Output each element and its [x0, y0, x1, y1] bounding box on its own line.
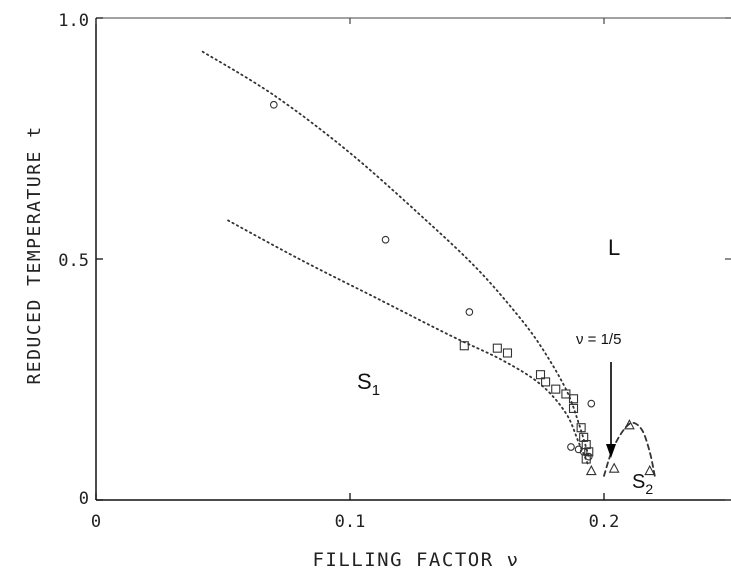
circle-point-2: [465, 308, 474, 316]
y-tick-label-2: 1.0: [58, 11, 89, 31]
point-layer: [269, 100, 656, 476]
s2-subscript: 2: [645, 481, 653, 497]
s1-subscript: 1: [372, 382, 380, 399]
square-point-6: [561, 389, 571, 399]
x-tick-label-0: 0: [91, 512, 101, 532]
triangle-point-1: [608, 462, 620, 473]
triangle-point-2: [623, 419, 635, 430]
square-point-10: [579, 432, 589, 442]
circle-point-4: [567, 443, 575, 451]
axis-ticks: [95, 17, 731, 501]
square-point-0: [459, 341, 469, 351]
square-point-4: [541, 377, 551, 387]
square-point-12: [584, 447, 594, 457]
circle-point-7: [584, 452, 593, 461]
phase-boundary-curve-0: [201, 50, 590, 458]
y-axis-label: REDUCED TEMPERATURE t: [24, 125, 45, 384]
square-point-13: [581, 454, 591, 464]
square-point-2: [502, 348, 513, 358]
square-point-9: [576, 423, 586, 433]
nu-one-fifth-label: ν = 1/5: [576, 331, 621, 348]
triangle-point-3: [644, 464, 656, 476]
curve-layer: [201, 50, 656, 477]
region-label-s2: S2: [632, 471, 653, 497]
square-point-8: [568, 403, 579, 413]
square-point-7: [568, 394, 579, 404]
y-tick-label-1: 0.5: [58, 251, 89, 271]
x-tick-label-2: 0.2: [589, 512, 620, 532]
x-axis-label: FILLING FACTOR ν: [312, 549, 519, 571]
plot-frame: [95, 17, 731, 501]
s2-letter: S: [632, 471, 645, 493]
region-label-l: L: [608, 235, 620, 260]
circle-point-1: [381, 235, 390, 244]
s1-letter: S: [357, 369, 372, 394]
square-point-3: [535, 370, 546, 380]
circle-point-3: [587, 399, 596, 408]
nu-arrow: [606, 362, 616, 458]
triangle-point-0: [585, 464, 597, 476]
region-label-s1: S1: [357, 369, 380, 399]
y-tick-label-0: 0: [79, 489, 89, 509]
circle-point-0: [269, 100, 278, 109]
phase-boundary-curve-1: [227, 219, 590, 468]
square-point-1: [492, 343, 502, 353]
x-tick-label-1: 0.1: [335, 512, 366, 532]
square-point-5: [551, 384, 561, 394]
square-point-11: [581, 440, 591, 450]
